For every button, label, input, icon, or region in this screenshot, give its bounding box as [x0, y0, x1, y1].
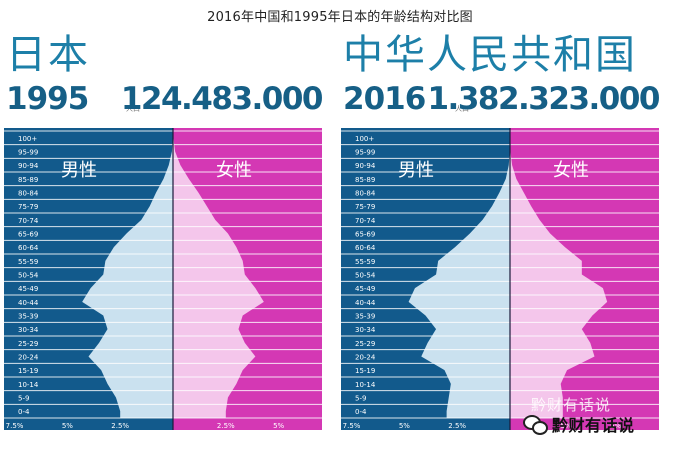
x-tick-label: 7.5% — [343, 422, 361, 430]
age-group-label: 40-44 — [355, 299, 376, 307]
population-value: 1.382.323.000 — [427, 81, 660, 117]
china-panel: 中华人民共和国 2016 人口 1.382.323.000 0-4 5-9 10-1… — [341, 32, 660, 436]
year-label: 1995 — [6, 81, 89, 117]
x-tick-label: 7.5% — [6, 422, 24, 430]
age-group-label: 65-69 — [18, 231, 38, 239]
country-title: 日本 — [6, 32, 90, 78]
country-title: 中华人民共和国 — [343, 32, 637, 78]
age-group-label: 55-59 — [355, 258, 375, 266]
age-group-label: 85-89 — [18, 176, 38, 184]
page-title: 2016年中国和1995年日本的年龄结构对比图 — [207, 10, 473, 25]
age-group-label: 80-84 — [355, 190, 376, 198]
watermark-badge-text: 黔财有话说 — [552, 416, 635, 435]
age-group-label: 25-29 — [18, 340, 38, 348]
x-tick-label: 5% — [610, 422, 621, 430]
wechat-icon — [523, 413, 549, 435]
female-series-area — [510, 131, 608, 418]
age-group-label: 0-4 — [355, 408, 367, 416]
age-group-label: 10-14 — [18, 381, 39, 389]
male-series-area — [82, 131, 173, 418]
age-group-label: 5-9 — [18, 395, 29, 403]
male-label: 男性 — [61, 160, 97, 181]
population-value: 124.483.000 — [120, 81, 324, 117]
age-group-label: 80-84 — [18, 190, 39, 198]
x-tick-label: 2.5% — [217, 422, 235, 430]
age-group-label: 70-74 — [18, 217, 39, 225]
x-tick-label: 2.5% — [111, 422, 129, 430]
age-group-label: 30-34 — [355, 326, 376, 334]
age-group-label: 60-64 — [18, 244, 39, 252]
age-group-label: 45-49 — [18, 285, 38, 293]
male-label: 男性 — [398, 160, 434, 181]
age-group-label: 55-59 — [18, 258, 38, 266]
population-pyramid-chart: 0-4 5-9 10-14 15-19 20-24 25-29 30-34 35-39 40-4… — [4, 128, 322, 430]
x-tick-label: 2.5% — [448, 422, 466, 430]
age-group-label: 90-94 — [18, 162, 39, 170]
population-label: 人口 — [455, 105, 469, 113]
japan-panel: 日本 1995 人口 124.483.000 0-4 5-9 10-14 15-19 2… — [4, 32, 324, 436]
age-group-label: 30-34 — [18, 326, 39, 334]
x-tick-label: 2.5% — [554, 422, 572, 430]
age-group-label: 95-99 — [18, 149, 38, 157]
age-group-label: 40-44 — [18, 299, 39, 307]
x-tick-label: 5% — [273, 422, 284, 430]
age-group-label: 90-94 — [355, 162, 376, 170]
female-label: 女性 — [216, 160, 252, 181]
age-group-label: 20-24 — [18, 354, 39, 362]
female-label: 女性 — [553, 160, 589, 181]
age-group-label: 5-9 — [355, 395, 366, 403]
male-series-area — [408, 131, 510, 418]
age-group-label: 95-99 — [355, 149, 375, 157]
watermark-badge: 黔财有话说 — [523, 412, 635, 436]
age-group-label: 70-74 — [355, 217, 376, 225]
age-group-label: 35-39 — [18, 313, 38, 321]
population-label: 人口 — [126, 105, 140, 113]
age-group-label: 85-89 — [355, 176, 375, 184]
age-group-label: 45-49 — [355, 285, 375, 293]
female-series-area — [173, 131, 264, 418]
age-group-label: 20-24 — [355, 354, 376, 362]
age-group-label: 75-79 — [355, 203, 375, 211]
age-group-label: 60-64 — [355, 244, 376, 252]
watermark-text: 黔财有话说 — [531, 396, 612, 414]
age-group-label: 100+ — [355, 135, 374, 143]
age-group-label: 15-19 — [18, 367, 38, 375]
age-group-label: 10-14 — [355, 381, 376, 389]
year-label: 2016 — [343, 81, 426, 117]
x-tick-label: 5% — [399, 422, 410, 430]
age-group-label: 50-54 — [355, 272, 376, 280]
age-group-label: 100+ — [18, 135, 37, 143]
population-pyramid-chart: 0-4 5-9 10-14 15-19 20-24 25-29 30-34 35-39 40-4… — [341, 128, 659, 430]
age-group-label: 75-79 — [18, 203, 38, 211]
x-tick-label: 5% — [62, 422, 73, 430]
age-group-label: 0-4 — [18, 408, 30, 416]
age-group-label: 25-29 — [355, 340, 375, 348]
age-group-label: 15-19 — [355, 367, 375, 375]
age-group-label: 35-39 — [355, 313, 375, 321]
age-group-label: 65-69 — [355, 231, 375, 239]
age-group-label: 50-54 — [18, 272, 39, 280]
